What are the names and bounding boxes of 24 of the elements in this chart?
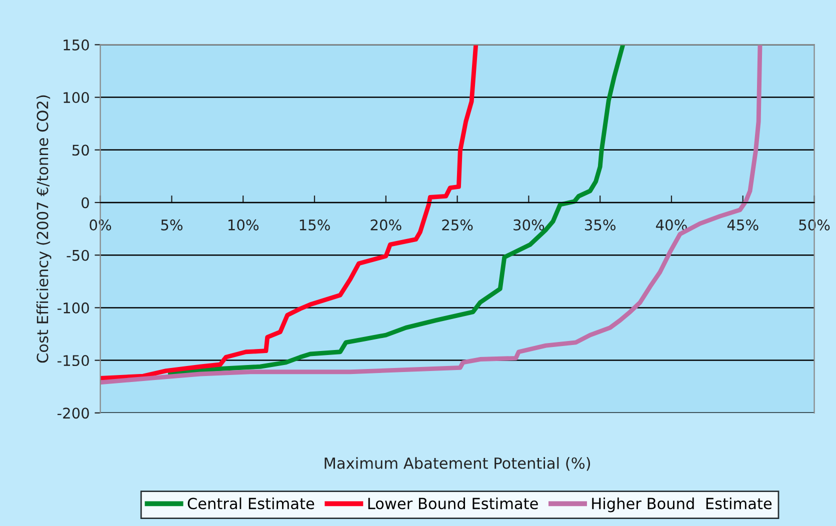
- x-tick-label: 15%: [300, 219, 330, 230]
- y-tick-label: -100: [58, 302, 89, 314]
- y-tick-label: 100: [64, 92, 89, 104]
- y-tick-label: -50: [66, 250, 89, 261]
- y-tick-label: 50: [72, 144, 89, 156]
- x-tick-label: 40%: [656, 219, 687, 230]
- x-axis-title: Maximum Abatement Potential (%): [324, 457, 590, 471]
- legend-label: Central Estimate: [188, 497, 314, 510]
- x-tick-label: 20%: [370, 219, 402, 230]
- x-tick-label: 25%: [442, 219, 473, 230]
- y-tick-label: -150: [58, 355, 89, 366]
- y-tick-label: -200: [58, 408, 89, 419]
- x-tick-label: 35%: [584, 219, 616, 230]
- y-axis-title: Cost Efficiency (2007 €/tonne CO2): [36, 95, 52, 363]
- y-tick-label: 150: [64, 39, 89, 50]
- x-tick-label: 45%: [727, 219, 758, 230]
- x-tick-label: 10%: [228, 219, 259, 230]
- legend-label: Lower Bound Estimate: [368, 497, 538, 510]
- x-tick-label: 30%: [514, 219, 544, 230]
- x-tick-label: 5%: [161, 219, 182, 230]
- x-tick-label: 0%: [90, 219, 112, 230]
- legend-label: Higher Bound Estimate: [592, 497, 772, 512]
- x-tick-label: 50%: [799, 219, 830, 230]
- y-tick-label: 0: [82, 197, 89, 208]
